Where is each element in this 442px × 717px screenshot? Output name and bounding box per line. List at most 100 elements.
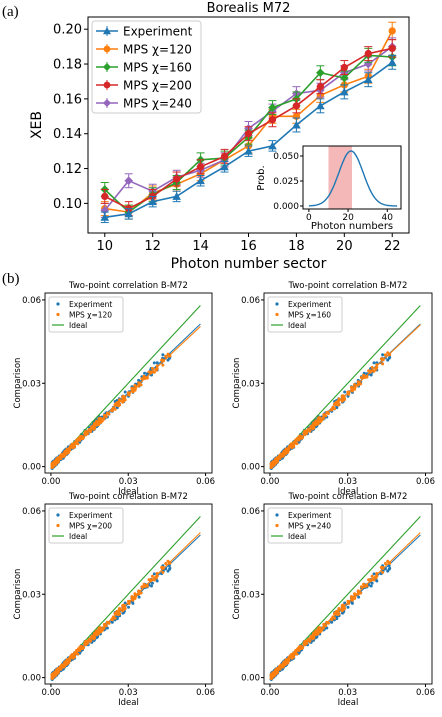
- mps-point: [98, 416, 102, 420]
- x-axis-label: Photon number sector: [171, 256, 327, 272]
- experiment-point: [123, 390, 127, 394]
- data-point: [100, 213, 110, 221]
- mps-point: [152, 578, 156, 582]
- mps-point: [316, 422, 320, 426]
- y-tick-label: 0.06: [241, 507, 260, 517]
- mps-point: [320, 628, 324, 632]
- legend-label: MPS χ=240: [288, 522, 331, 531]
- mps-point: [320, 418, 324, 422]
- mps-point: [353, 592, 356, 596]
- legend-swatch-marker: [103, 99, 111, 107]
- y-tick-label: 0.03: [22, 590, 41, 600]
- legend-box: [267, 507, 343, 544]
- y-axis-label: Comparison: [232, 569, 242, 620]
- x-tick-label: 12: [144, 239, 161, 254]
- legend-label: Experiment: [69, 300, 112, 309]
- experiment-point: [105, 626, 109, 630]
- mps-point: [76, 652, 80, 656]
- plot-frame: [263, 292, 433, 474]
- mps-point: [295, 652, 299, 656]
- experiment-point: [152, 361, 156, 365]
- data-point: [100, 206, 110, 215]
- experiment-point: [386, 569, 390, 573]
- data-point: [363, 75, 373, 84]
- data-point: [101, 192, 109, 201]
- data-point: [292, 102, 301, 110]
- chart-title: Two-point correlation B-M72: [288, 492, 408, 502]
- experiment-point: [375, 361, 379, 365]
- experiment-point: [325, 626, 329, 630]
- mps-point: [130, 386, 134, 390]
- experiment-point: [330, 620, 334, 624]
- x-axis-label: Ideal: [338, 487, 359, 497]
- experiment-point: [357, 595, 361, 599]
- legend-swatch-marker: [275, 312, 279, 317]
- legend-label: MPS χ=240: [123, 97, 192, 111]
- legend-swatch-marker: [103, 45, 111, 53]
- legend-label: MPS χ=160: [123, 61, 192, 75]
- x-tick-label: 10: [96, 239, 113, 254]
- mps-point: [341, 398, 345, 402]
- mps-point: [336, 403, 340, 407]
- correlation-chart-chi120: Two-point correlation B-M72 0.000.00 0.03 0…: [13, 281, 215, 497]
- experiment-point: [370, 581, 374, 585]
- y-tick-label: 0.03: [241, 590, 260, 600]
- mps-point: [140, 377, 144, 381]
- data-point: [292, 120, 301, 129]
- legend-label: MPS χ=120: [69, 311, 112, 320]
- data-point: [316, 101, 325, 110]
- plot-frame: [263, 503, 433, 685]
- mps-point: [161, 363, 165, 367]
- inset-x-tick-label: 40: [382, 213, 394, 223]
- x-tick-label: 0.03: [119, 688, 138, 698]
- y-axis-label: XEB: [29, 111, 45, 139]
- mps-point: [386, 351, 390, 355]
- experiment-point: [369, 373, 373, 377]
- y-tick-label: 0.06: [22, 296, 41, 306]
- data-point: [387, 57, 397, 66]
- xeb-chart: Borealis M72 10 12 14 16 18 20 22 0.10 0.12 0.14 0.…: [29, 1, 410, 272]
- y-tick-label: 0.00: [22, 463, 41, 473]
- x-tick-label: 0.06: [416, 688, 435, 698]
- correlation-chart-chi240: Two-point correlation B-M72 0.000.00 0.03 0…: [232, 492, 435, 708]
- mps-point: [353, 383, 356, 387]
- experiment-point: [155, 361, 159, 365]
- legend-swatch-marker: [56, 312, 60, 317]
- y-axis-label: Comparison: [13, 358, 23, 409]
- legend-label: Experiment: [288, 300, 331, 309]
- x-axis-label: Ideal: [118, 698, 139, 708]
- data-point: [268, 141, 277, 150]
- legend-label: Ideal: [288, 532, 306, 541]
- mps-fit-line: [269, 532, 421, 679]
- experiment-point: [372, 361, 376, 365]
- experiment-point: [152, 572, 156, 576]
- mps-point: [73, 445, 76, 449]
- inset-x-tick-label: 20: [342, 213, 354, 223]
- y-tick-label: 0.03: [241, 379, 260, 389]
- legend-label: Ideal: [69, 321, 87, 330]
- legend-swatch-marker: [56, 513, 60, 517]
- inset-x-tick-label: 0: [306, 213, 312, 223]
- inset-chart: 0 20 40 0.000 0.025 0.050 Photon numbers Prob.: [256, 145, 402, 232]
- x-tick-label: 0.06: [196, 688, 215, 698]
- mps-point: [386, 559, 390, 563]
- mps-point: [117, 404, 121, 408]
- panel-label-b: (b): [2, 271, 20, 287]
- x-tick-label: 22: [384, 239, 401, 254]
- x-tick-label: 0.00: [260, 688, 279, 698]
- mps-point: [122, 399, 126, 403]
- legend-swatch-marker: [56, 523, 60, 528]
- mps-point: [150, 574, 154, 578]
- data-point: [220, 162, 229, 171]
- data-point: [340, 73, 349, 83]
- y-tick-label: 0.00: [241, 674, 260, 684]
- mps-point: [374, 367, 378, 371]
- data-point: [268, 103, 277, 112]
- x-tick-label: 0.03: [338, 477, 357, 487]
- plot-area: [269, 305, 421, 470]
- data-point: [388, 44, 396, 53]
- legend-box: [267, 296, 343, 333]
- mps-point: [349, 385, 353, 389]
